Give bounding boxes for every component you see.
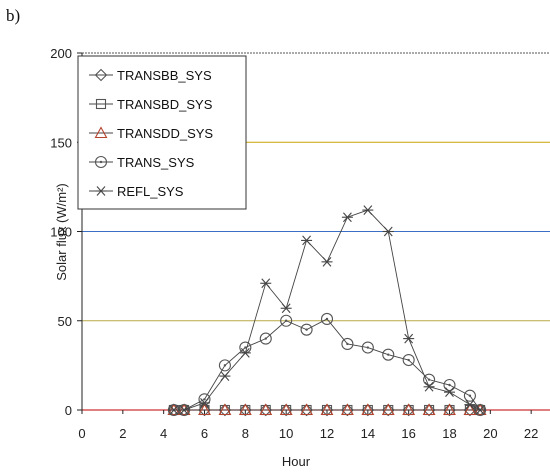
x-tick-label: 14 xyxy=(361,426,375,441)
data-point xyxy=(361,341,374,354)
legend-label: TRANSBD_SYS xyxy=(117,97,213,112)
data-point xyxy=(218,403,232,416)
data-point xyxy=(259,332,272,345)
data-point xyxy=(402,353,415,367)
data-point xyxy=(444,387,455,398)
data-point xyxy=(382,348,395,361)
legend-entry: TRANSDD_SYS xyxy=(89,126,213,141)
data-point xyxy=(300,323,313,336)
data-point xyxy=(198,403,211,416)
data-point xyxy=(340,403,354,416)
data-point xyxy=(423,373,436,386)
data-point xyxy=(463,389,476,402)
legend-marker xyxy=(94,68,108,82)
x-axis-label: Hour xyxy=(282,454,311,469)
data-point xyxy=(341,403,354,417)
y-tick-label: 100 xyxy=(50,225,72,240)
legend-entry: TRANS_SYS xyxy=(89,155,195,170)
data-point xyxy=(341,212,353,223)
x-tick-label: 16 xyxy=(401,426,415,441)
axes: 0 50 100 150 200 0 2 4 6 8 10 12 14 16 18 20 22 xyxy=(50,46,550,441)
data-point xyxy=(199,397,210,408)
legend-marker xyxy=(95,98,107,110)
data-point xyxy=(178,405,190,415)
legend-entry: TRANSBD_SYS xyxy=(89,97,213,112)
data-point xyxy=(260,278,272,289)
data-point xyxy=(301,235,313,246)
data-point xyxy=(320,403,334,416)
data-point xyxy=(463,403,477,416)
data-point xyxy=(422,403,436,417)
x-tick-label: 20 xyxy=(483,426,497,441)
x-tick-label: 6 xyxy=(201,426,208,441)
data-point xyxy=(382,226,394,237)
data-point xyxy=(238,403,252,416)
legend: TRANSBB_SYS TRANSBD_SYS TRANSDD_SYS TRANS_S… xyxy=(77,55,247,210)
data-point xyxy=(168,405,180,415)
data-point xyxy=(320,312,334,326)
data-point xyxy=(341,337,354,351)
data-point xyxy=(402,403,416,416)
legend-marker xyxy=(95,186,107,196)
x-tick-label: 12 xyxy=(320,426,334,441)
data-point xyxy=(403,333,415,344)
data-point xyxy=(362,205,374,215)
data-point xyxy=(422,403,436,416)
x-tick-label: 18 xyxy=(442,426,456,441)
data-point xyxy=(361,403,375,417)
series-trans_sys xyxy=(167,312,487,417)
data-point xyxy=(320,403,334,417)
legend-entry: REFL_SYS xyxy=(89,184,184,199)
data-point xyxy=(381,403,395,417)
data-point xyxy=(259,403,273,416)
legend-marker xyxy=(94,126,108,139)
data-point xyxy=(443,378,456,392)
data-point xyxy=(443,403,456,417)
y-tick-label: 200 xyxy=(50,46,72,61)
x-tick-label: 2 xyxy=(119,426,126,441)
data-point xyxy=(321,256,333,267)
x-tick-label: 22 xyxy=(524,426,538,441)
data-point xyxy=(300,403,313,417)
y-tick-label: 150 xyxy=(50,135,72,150)
series-refl_sys xyxy=(168,205,486,415)
panel-label: b) xyxy=(6,6,21,25)
data-point xyxy=(280,303,292,314)
data-point xyxy=(198,403,211,417)
legend-label: TRANSDD_SYS xyxy=(117,126,213,141)
legend-label: TRANSBB_SYS xyxy=(117,68,212,83)
x-tick-label: 10 xyxy=(279,426,293,441)
data-point xyxy=(280,314,293,327)
x-tick-label: 4 xyxy=(160,426,167,441)
series-group xyxy=(167,205,487,417)
data-point xyxy=(198,393,211,406)
data-point xyxy=(443,403,456,416)
data-point xyxy=(474,405,486,415)
data-point xyxy=(219,371,231,381)
data-point xyxy=(300,403,314,416)
legend-marker xyxy=(94,155,108,169)
data-point xyxy=(381,403,395,416)
legend-label: TRANS_SYS xyxy=(117,155,195,170)
data-point xyxy=(218,359,231,372)
data-point xyxy=(239,348,251,358)
data-point xyxy=(464,399,476,410)
x-tick-label: 8 xyxy=(242,426,249,441)
data-point xyxy=(259,403,273,417)
data-point xyxy=(218,403,232,417)
data-point xyxy=(361,403,375,416)
legend-entry: TRANSBB_SYS xyxy=(89,68,212,83)
data-point xyxy=(239,403,252,417)
legend-label: REFL_SYS xyxy=(117,184,184,199)
data-point xyxy=(423,381,435,392)
y-tick-label: 50 xyxy=(58,314,72,329)
x-tick-label: 0 xyxy=(78,426,85,441)
y-tick-label: 0 xyxy=(65,403,72,418)
data-point xyxy=(279,403,293,416)
data-point xyxy=(402,403,415,417)
y-axis-label: Solar flux (W/m²) xyxy=(54,183,69,281)
data-point xyxy=(279,403,293,417)
